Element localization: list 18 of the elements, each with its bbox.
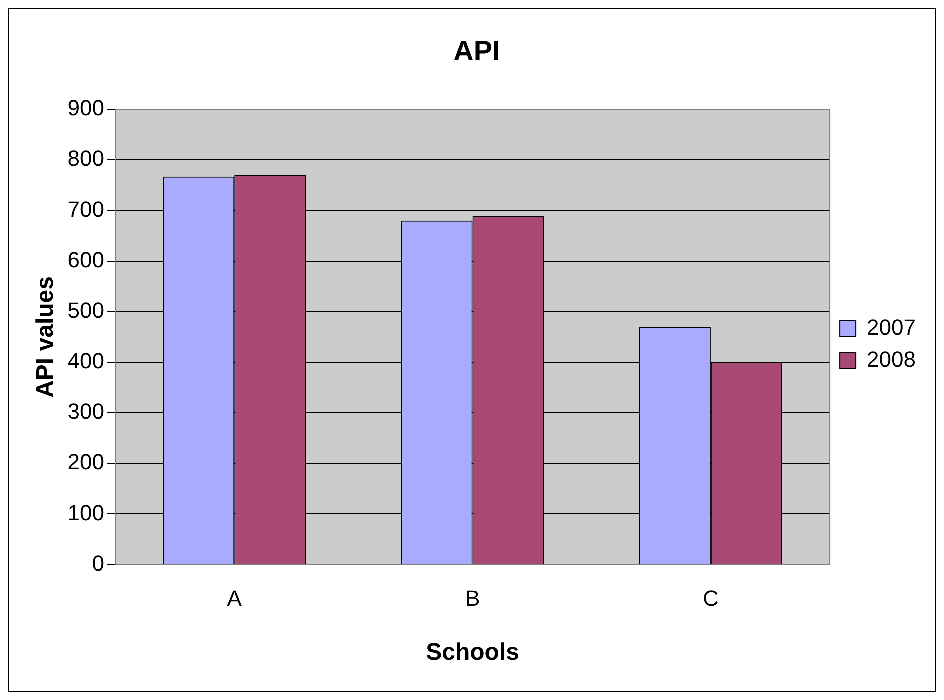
y-tick-label: 300 (68, 399, 105, 424)
x-tick-label: C (703, 586, 720, 612)
y-tick-label: 900 (68, 96, 105, 121)
y-tick-label: 600 (68, 247, 105, 272)
chart-title: API (454, 36, 500, 67)
y-tick-label: 0 (92, 550, 105, 576)
y-tick-label: 700 (68, 196, 105, 222)
x-tick-label: A (227, 586, 242, 612)
legend-label: 2008 (867, 347, 916, 372)
y-tick-label: 400 (68, 348, 105, 374)
y-tick-label: 200 (68, 450, 105, 475)
y-axis-title: API values (32, 276, 60, 398)
y-tick-label: 800 (68, 146, 105, 172)
y-tick-label: 500 (68, 298, 105, 323)
y-tick-label: 100 (68, 500, 105, 526)
x-axis-title: Schools (426, 639, 520, 666)
legend-label: 2007 (867, 315, 916, 340)
x-tick-label: B (465, 586, 480, 612)
